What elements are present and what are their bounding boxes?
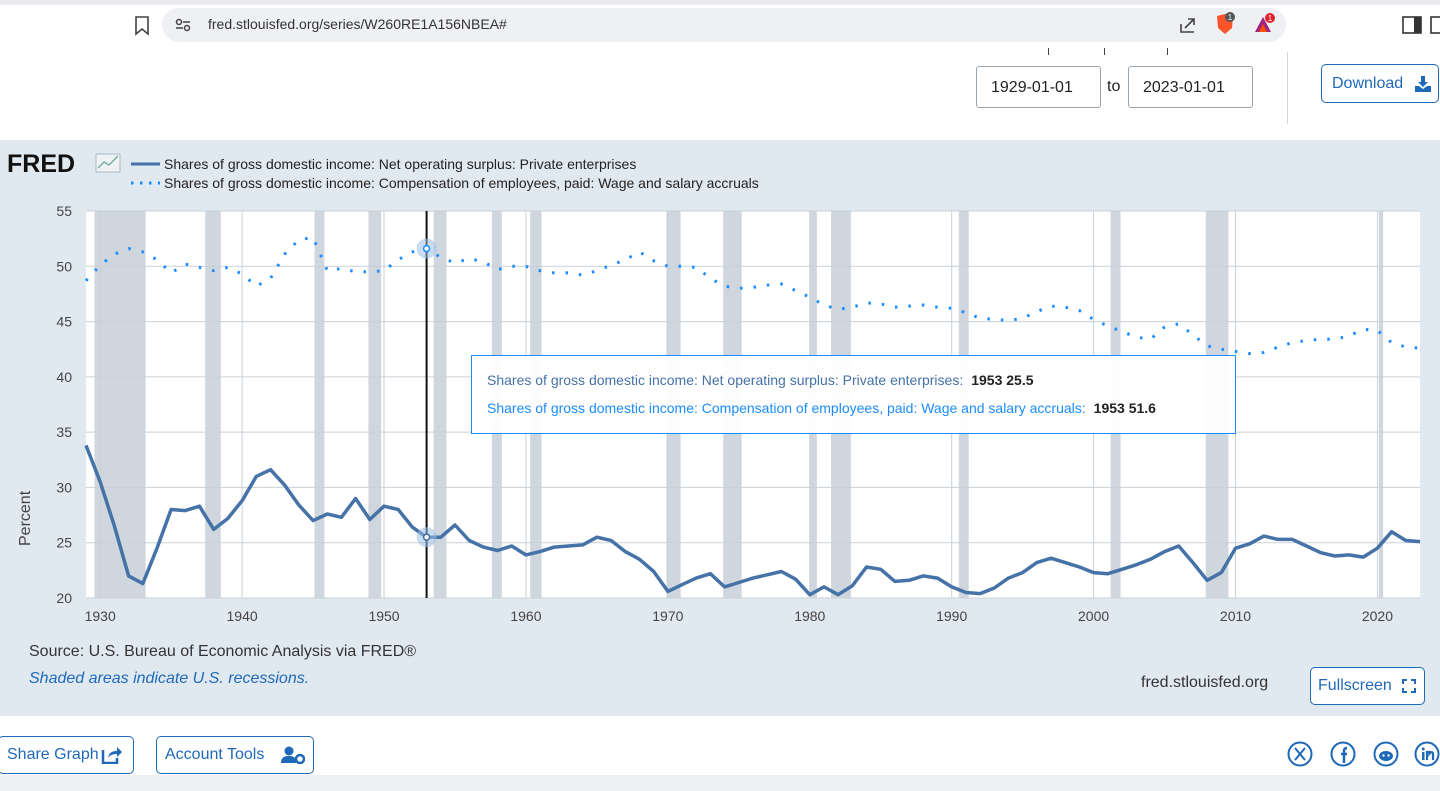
range-tick bbox=[1104, 48, 1105, 55]
recession-note[interactable]: Shaded areas indicate U.S. recessions. bbox=[29, 670, 310, 687]
account-tools-icon bbox=[281, 746, 305, 764]
divider bbox=[1287, 52, 1288, 124]
y-tick-label: 50 bbox=[56, 258, 72, 274]
source-note: Source: U.S. Bureau of Economic Analysis… bbox=[29, 643, 417, 660]
legend-label-2: Shares of gross domestic income: Compens… bbox=[164, 175, 759, 191]
brave-shield-icon[interactable]: 1 bbox=[1214, 12, 1236, 36]
download-icon bbox=[1415, 76, 1431, 92]
series-layer bbox=[84, 236, 1421, 597]
chart: 20 25 30 35 40 45 50 55 1930 1940 1950 1960 1970 1980… bbox=[7, 150, 1421, 624]
series-line-2 bbox=[84, 236, 1421, 356]
fullscreen-label: Fullscreen bbox=[1318, 677, 1392, 694]
fullscreen-button[interactable]: Fullscreen bbox=[1310, 667, 1425, 705]
axis-labels: 20 25 30 35 40 45 50 55 1930 1940 1950 1960 1970 1980… bbox=[56, 203, 1393, 624]
download-button[interactable]: Download bbox=[1321, 64, 1439, 103]
end-date-input[interactable]: 2023-01-01 bbox=[1128, 66, 1253, 108]
tooltip-line2-value: 1953 51.6 bbox=[1094, 400, 1156, 416]
page-footer-strip bbox=[0, 775, 1440, 791]
brave-rewards-icon[interactable]: 1 bbox=[1252, 12, 1276, 36]
browser-toolbar: fred.stlouisfed.org/series/W260RE1A156NB… bbox=[0, 0, 1440, 48]
bookmark-icon[interactable] bbox=[134, 16, 150, 36]
facebook-icon[interactable] bbox=[1330, 741, 1356, 767]
hover-marker bbox=[416, 211, 437, 598]
legend-label-1: Shares of gross domestic income: Net ope… bbox=[164, 156, 636, 172]
y-tick-label: 30 bbox=[56, 479, 72, 495]
y-tick-label: 20 bbox=[56, 590, 72, 606]
x-tick-label: 1950 bbox=[368, 608, 399, 624]
x-tick-label: 1990 bbox=[936, 608, 967, 624]
hover-point bbox=[422, 533, 431, 541]
recession-band bbox=[314, 211, 325, 598]
range-tick bbox=[1048, 48, 1049, 55]
share-icon bbox=[101, 747, 122, 764]
fred-logo-graph-icon bbox=[95, 153, 121, 173]
linkedin-icon[interactable] bbox=[1414, 741, 1440, 767]
y-tick-label: 45 bbox=[56, 314, 72, 330]
fred-site-link[interactable]: fred.stlouisfed.org bbox=[1141, 674, 1269, 691]
range-tick bbox=[1167, 48, 1168, 55]
rewards-badge: 1 bbox=[1268, 14, 1273, 23]
recession-band bbox=[205, 211, 221, 598]
account-tools-label: Account Tools bbox=[165, 746, 265, 763]
svg-text:Shares of gross domestic incom: Shares of gross domestic income: Compens… bbox=[487, 400, 1156, 416]
series-line-1 bbox=[84, 444, 1421, 597]
download-label: Download bbox=[1332, 75, 1404, 92]
x-twitter-icon[interactable] bbox=[1287, 741, 1313, 767]
tooltip-line2-label: Shares of gross domestic income: Compens… bbox=[487, 400, 1086, 416]
x-tick-label: 1970 bbox=[652, 608, 683, 624]
url-text[interactable]: fred.stlouisfed.org/series/W260RE1A156NB… bbox=[208, 16, 507, 32]
sidebar-toggle-icon[interactable] bbox=[1402, 16, 1422, 34]
x-tick-label: 1930 bbox=[85, 608, 116, 624]
svg-text:Shares of gross domestic incom: Shares of gross domestic income: Net ope… bbox=[487, 372, 1034, 388]
x-tick-label: 2020 bbox=[1362, 608, 1393, 624]
share-icon[interactable] bbox=[1178, 15, 1198, 35]
x-tick-label: 2000 bbox=[1078, 608, 1109, 624]
x-tick-label: 1940 bbox=[227, 608, 258, 624]
recession-band bbox=[433, 211, 447, 598]
address-bar[interactable]: fred.stlouisfed.org/series/W260RE1A156NB… bbox=[162, 8, 1286, 42]
date-range-separator: to bbox=[1107, 78, 1121, 95]
extension-icon[interactable] bbox=[1430, 16, 1440, 34]
x-tick-label: 1980 bbox=[794, 608, 825, 624]
share-graph-label: Share Graph bbox=[7, 746, 99, 763]
tooltip-line1-value: 1953 25.5 bbox=[971, 372, 1033, 388]
recession-band bbox=[94, 211, 146, 598]
tooltip-line1-label: Shares of gross domestic income: Net ope… bbox=[487, 372, 963, 388]
account-tools-button[interactable]: Account Tools bbox=[156, 736, 314, 774]
chart-panel: 20 25 30 35 40 45 50 55 1930 1940 1950 1960 1970 1980… bbox=[0, 140, 1440, 716]
y-axis-label: Percent bbox=[17, 490, 34, 546]
y-tick-label: 25 bbox=[56, 535, 72, 551]
tab-strip bbox=[0, 0, 1440, 5]
tooltip: Shares of gross domestic income: Net ope… bbox=[471, 355, 1236, 434]
y-tick-label: 40 bbox=[56, 369, 72, 385]
x-tick-label: 2010 bbox=[1220, 608, 1251, 624]
fullscreen-icon bbox=[1402, 679, 1416, 693]
share-graph-button[interactable]: Share Graph bbox=[0, 736, 134, 774]
recession-band bbox=[368, 211, 382, 598]
hover-point bbox=[422, 244, 431, 253]
fred-logo[interactable]: FRED bbox=[7, 150, 75, 178]
y-tick-label: 35 bbox=[56, 424, 72, 440]
site-settings-icon[interactable] bbox=[174, 16, 192, 34]
x-tick-label: 1960 bbox=[510, 608, 541, 624]
recession-band bbox=[1378, 211, 1384, 598]
y-tick-label: 55 bbox=[56, 203, 72, 219]
start-date-input[interactable]: 1929-01-01 bbox=[976, 66, 1101, 108]
brave-badge: 1 bbox=[1228, 13, 1233, 22]
reddit-icon[interactable] bbox=[1373, 741, 1399, 767]
